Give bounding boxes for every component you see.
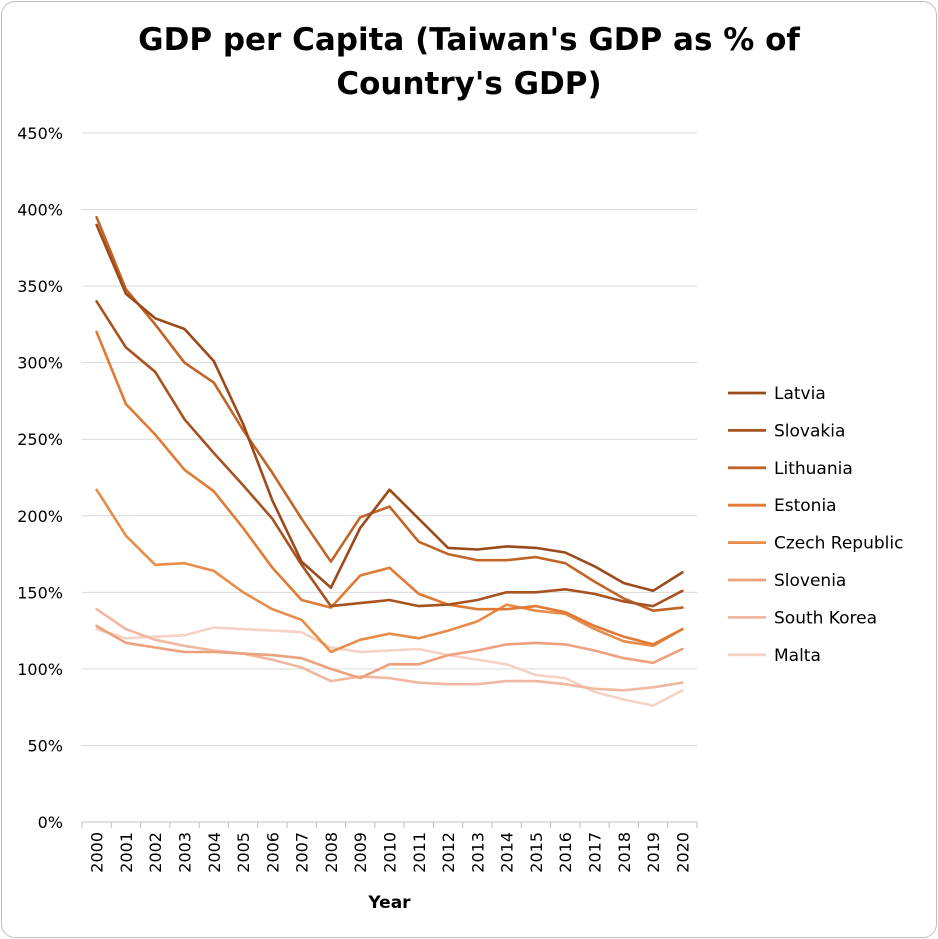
legend-label: Slovakia [774,421,845,441]
chart-title-line-2: Country's GDP) [336,66,602,102]
x-tick-label: 2002 [146,832,165,873]
y-tick-label: 400% [17,201,63,220]
x-tick-label: 2012 [439,832,458,873]
x-tick-label: 2010 [381,832,400,873]
series-line-lithuania [95,215,684,613]
y-tick-label: 150% [17,583,63,602]
series-line-slovakia [95,300,684,608]
legend-label: Lithuania [774,459,853,479]
x-tick-label: 2019 [644,832,663,873]
x-tick-label: 2006 [263,832,282,873]
y-axis: 0% 50% 100% 150% 200% 250% 300% 350% 400% 450% [17,124,63,832]
series-line-slovenia [95,624,684,680]
series-line-estonia [95,330,684,646]
x-axis: 2000 2001 2002 2003 2004 2005 2006 2007 2008 2009… [81,822,698,873]
legend-label: Malta [774,646,821,666]
chart-title-line-1: GDP per Capita (Taiwan's GDP as % of [138,22,800,58]
series-line-malta [95,626,684,707]
series-line-czech-republic [95,488,684,654]
x-tick-label: 2018 [615,832,634,873]
x-tick-label: 2017 [586,832,605,873]
y-tick-label: 100% [17,660,63,679]
x-tick-label: 2000 [88,832,107,873]
legend-label: South Korea [774,608,877,628]
y-tick-label: 200% [17,507,63,526]
y-tick-label: 350% [17,277,63,296]
x-tick-label: 2011 [410,832,429,873]
gridlines [82,132,697,823]
x-tick-label: 2004 [205,832,224,873]
series-line-latvia [95,223,684,593]
x-tick-label: 2009 [351,832,370,873]
y-tick-label: 50% [27,736,63,755]
legend-label: Czech Republic [774,534,903,554]
x-tick-label: 2003 [176,832,195,873]
x-tick-label: 2013 [468,832,487,873]
x-tick-label: 2001 [117,832,136,873]
legend: Latvia Slovakia Lithuania Estonia Czech Repu… [728,384,903,666]
x-tick-label: 2016 [556,832,575,873]
y-tick-label: 300% [17,354,63,373]
series-line-south-korea [95,607,684,692]
x-tick-label: 2007 [293,832,312,873]
x-axis-label: Year [367,893,411,913]
x-tick-label: 2020 [673,832,692,873]
x-tick-label: 2015 [527,832,546,873]
x-tick-label: 2005 [234,832,253,873]
legend-label: Estonia [774,496,837,516]
chart-title: GDP per Capita (Taiwan's GDP as % of Cou… [0,18,938,106]
y-tick-label: 250% [17,430,63,449]
legend-label: Slovenia [774,571,846,591]
legend-label: Latvia [774,384,826,404]
y-tick-label: 0% [38,813,63,832]
series-lines [95,215,684,707]
y-tick-label: 450% [17,124,63,143]
x-tick-label: 2014 [498,832,517,873]
x-tick-label: 2008 [322,832,341,873]
